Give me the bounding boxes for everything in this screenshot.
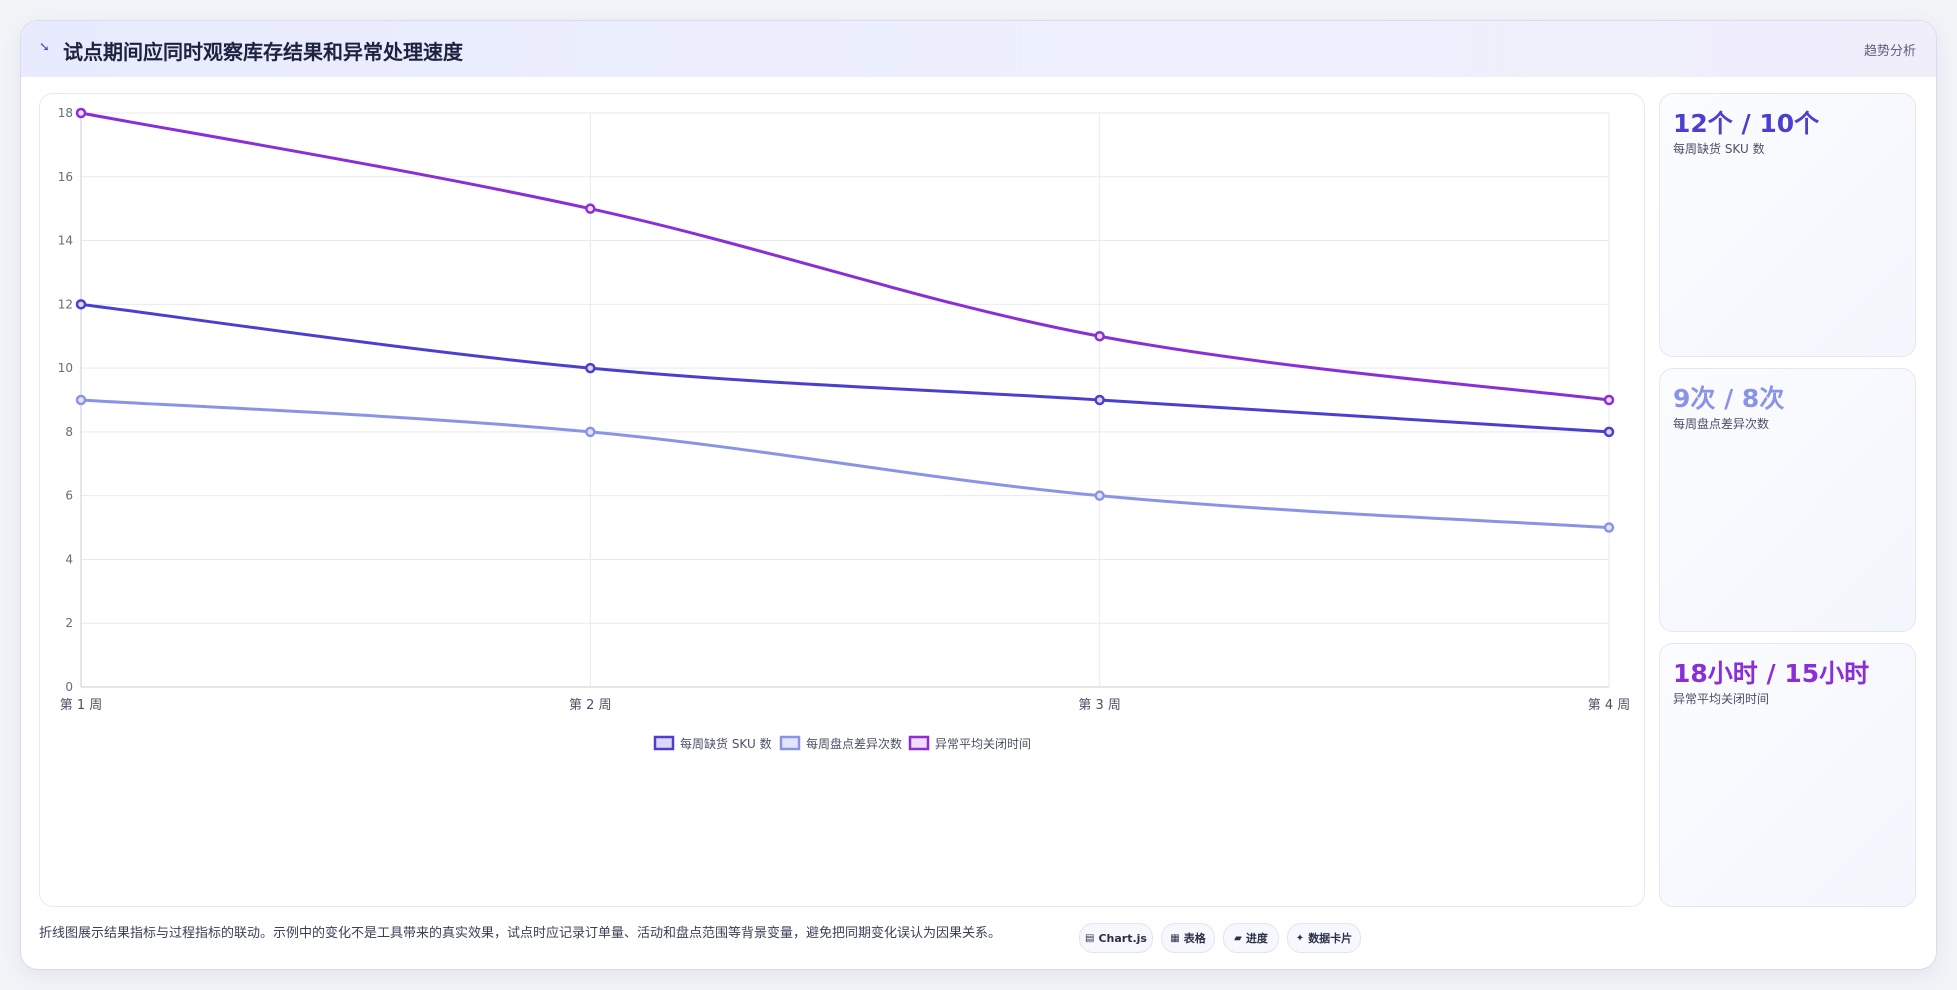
legend-label: 每周盘点差异次数 [806, 736, 902, 751]
data-point [75, 394, 87, 406]
legend-swatch [779, 735, 801, 751]
data-point [1094, 394, 1105, 406]
kpi-label: 每周缺货 SKU 数 [1673, 142, 1765, 156]
y-tick-label: 8 [65, 425, 73, 439]
kpi-value: 12个 / 10个 [1673, 109, 1820, 138]
card-title: 试点期间应同时观察库存结果和异常处理速度 [63, 40, 463, 64]
series-line-1 [80, 302, 1610, 434]
chip-progress[interactable]: ▰ 进度 [1223, 923, 1279, 953]
line-chart: 0 2 4 6 8 10 12 14 16 18 第 1 周 第 2 周 第 3 周 第 4 周每周缺货 … [58, 106, 1631, 751]
kpi-label: 每周盘点差异次数 [1673, 417, 1770, 431]
chart-panel: 0 2 4 6 8 10 12 14 16 18 第 1 周 第 2 周 第 3 周 第 4 周每周缺货 … [39, 93, 1645, 907]
chart-footnote: 折线图展示结果指标与过程指标的联动。示例中的变化不是工具带来的真实效果，试点时应… [39, 926, 1002, 941]
x-tick-label: 第 4 周 [1588, 698, 1631, 713]
y-tick-label: 6 [65, 489, 73, 503]
y-tick-label: 18 [58, 106, 73, 120]
table-icon: ▦ [1170, 932, 1180, 944]
y-tick-label: 14 [58, 234, 73, 248]
kpi-value: 18小时 / 15小时 [1673, 659, 1870, 688]
y-tick-label: 4 [65, 552, 73, 566]
data-point [1094, 330, 1105, 342]
chip-label: 进度 [1245, 932, 1268, 945]
data-point [75, 107, 87, 119]
y-tick-label: 2 [65, 616, 73, 630]
legend-swatch [908, 735, 930, 751]
chip-label: 表格 [1183, 932, 1206, 945]
card-header: ➘ 试点期间应同时观察库存结果和异常处理速度 趋势分析 [21, 21, 1936, 77]
kpi-value: 9次 / 8次 [1673, 384, 1785, 413]
y-tick-label: 16 [58, 170, 73, 184]
section-tag: 趋势分析 [1863, 44, 1916, 59]
chip-data-card[interactable]: ✦ 数据卡片 [1287, 923, 1361, 953]
y-tick-label: 10 [58, 361, 73, 375]
chip-chartjs[interactable]: ▤ Chart.js [1079, 923, 1153, 953]
series-line-3 [80, 111, 1610, 402]
data-point [1603, 394, 1615, 406]
data-point [1603, 522, 1615, 533]
legend-swatch [653, 735, 675, 751]
data-point [585, 203, 596, 214]
data-point [585, 362, 596, 374]
trend-card: ➘ 试点期间应同时观察库存结果和异常处理速度 趋势分析 0 2 4 6 8 10 12 14 1… [20, 20, 1937, 970]
kpi-label: 异常平均关闭时间 [1673, 692, 1770, 706]
series-line-2 [80, 398, 1610, 530]
legend-label: 异常平均关闭时间 [935, 737, 1031, 751]
data-point [585, 426, 596, 438]
chart-icon: ▤ [1085, 932, 1095, 944]
kpi-card-close-time: 18小时 / 15小时 异常平均关闭时间 [1659, 643, 1916, 907]
progress-icon: ▰ [1234, 932, 1242, 944]
x-tick-label: 第 1 周 [60, 698, 103, 713]
x-tick-label: 第 3 周 [1078, 698, 1121, 713]
kpi-card-stockout: 12个 / 10个 每周缺货 SKU 数 [1659, 93, 1916, 357]
kpi-card-count-diff: 9次 / 8次 每周盘点差异次数 [1659, 368, 1916, 632]
chip-label: 数据卡片 [1308, 932, 1353, 945]
chip-label: Chart.js [1098, 931, 1147, 945]
data-point [75, 299, 87, 310]
data-point [1094, 490, 1105, 501]
x-tick-label: 第 2 周 [569, 698, 612, 713]
y-tick-label: 0 [65, 680, 73, 694]
trend-line-icon: ➘ [39, 40, 50, 55]
chip-table[interactable]: ▦ 表格 [1161, 923, 1215, 953]
data-point [1603, 426, 1615, 438]
legend-label: 每周缺货 SKU 数 [680, 736, 772, 751]
sparkle-icon: ✦ [1295, 932, 1305, 944]
y-tick-label: 12 [58, 297, 73, 311]
